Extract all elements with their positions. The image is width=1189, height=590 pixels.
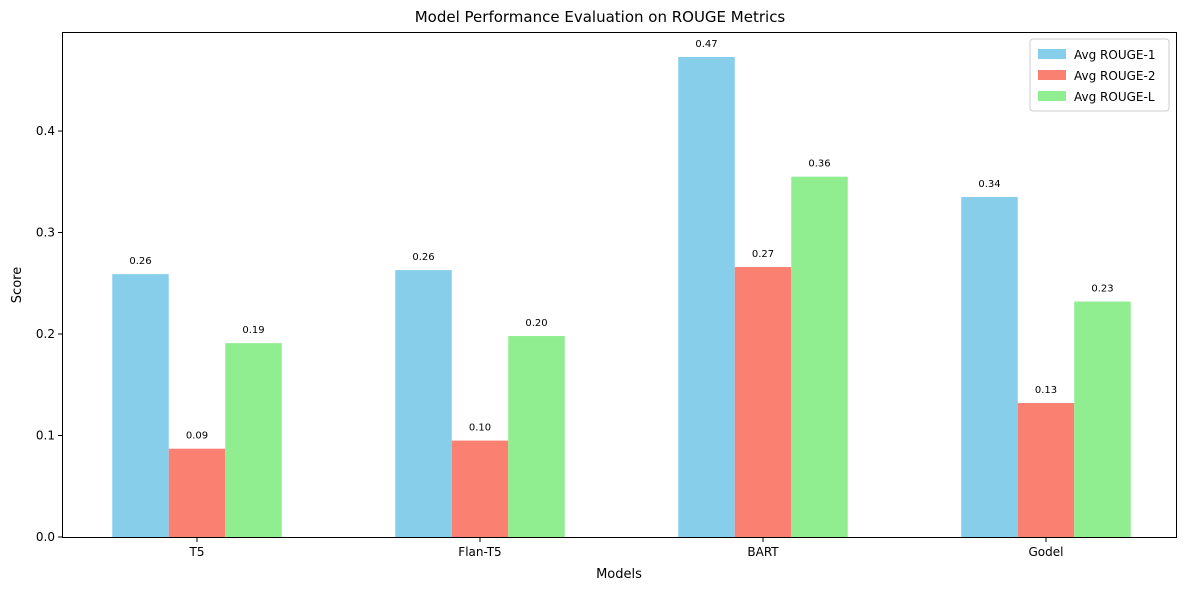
data-label: 0.10 xyxy=(469,423,491,434)
y-tick-label: 0.0 xyxy=(36,530,55,544)
data-label: 0.23 xyxy=(1091,284,1113,295)
bar-bart-series-2 xyxy=(734,267,792,537)
data-label: 0.47 xyxy=(695,39,717,50)
y-tick-label: 0.1 xyxy=(36,429,55,443)
legend-swatch xyxy=(1038,49,1066,59)
legend-swatch xyxy=(1038,91,1066,101)
legend-label: Avg ROUGE-1 xyxy=(1074,48,1155,62)
y-tick-label: 0.3 xyxy=(36,226,55,240)
x-axis-label: Models xyxy=(596,567,642,582)
data-labels-group: 0.26 0.26 0.47 0.34 0.09 0.10 0.27 0.13 0.19 0.20… xyxy=(129,39,1113,442)
bar-t5-series-1 xyxy=(112,274,169,537)
data-label: 0.19 xyxy=(242,325,264,336)
x-tick-label: BART xyxy=(747,545,779,559)
bar-flan-t5-series-1 xyxy=(395,270,452,537)
bar-godel-series-1 xyxy=(961,197,1018,537)
bar-t5-series-2 xyxy=(168,448,226,537)
legend: Avg ROUGE-1 Avg ROUGE-2 Avg ROUGE-L xyxy=(1029,38,1170,112)
chart-title: Model Performance Evaluation on ROUGE Me… xyxy=(415,8,786,26)
y-axis-ticks: 0.0 0.1 0.2 0.3 0.4 xyxy=(36,124,63,544)
bars-group xyxy=(112,56,1131,538)
y-axis-label: Score xyxy=(10,267,25,303)
data-label: 0.20 xyxy=(525,318,547,329)
data-label: 0.34 xyxy=(978,179,1000,190)
legend-label: Avg ROUGE-2 xyxy=(1074,69,1155,83)
data-label: 0.13 xyxy=(1035,385,1057,396)
y-tick-label: 0.2 xyxy=(36,327,55,341)
bar-godel-series-2 xyxy=(1017,403,1075,537)
data-label: 0.27 xyxy=(752,249,774,260)
bar-flan-t5-series-2 xyxy=(451,440,509,537)
legend-label: Avg ROUGE-L xyxy=(1074,90,1155,104)
x-tick-label: Flan-T5 xyxy=(458,545,501,559)
bar-flan-t5-series-3 xyxy=(508,336,565,537)
bar-bart-series-3 xyxy=(791,176,848,537)
bar-godel-series-3 xyxy=(1074,301,1131,537)
plot-frame xyxy=(62,32,1177,538)
bar-t5-series-3 xyxy=(225,343,282,537)
data-label: 0.26 xyxy=(412,252,434,263)
data-label: 0.26 xyxy=(129,256,151,267)
bar-bart-series-1 xyxy=(678,56,735,538)
legend-swatch xyxy=(1038,70,1066,80)
data-label: 0.36 xyxy=(808,159,830,170)
y-tick-label: 0.4 xyxy=(36,124,55,138)
x-tick-label: Godel xyxy=(1029,545,1064,559)
x-axis-ticks: T5 Flan-T5 BART Godel xyxy=(189,537,1064,559)
data-label: 0.09 xyxy=(186,431,208,442)
x-tick-label: T5 xyxy=(189,545,205,559)
